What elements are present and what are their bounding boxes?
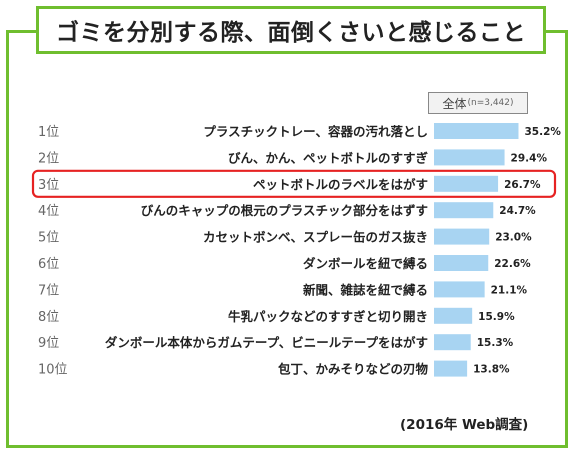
value-label-9: 15.3% <box>477 337 514 349</box>
sample-size: (n=3,442) <box>467 98 514 108</box>
value-label-4: 24.7% <box>499 205 536 217</box>
category-label-3: ペットボトルのラベルをはがす <box>253 177 428 192</box>
category-label-2: びん、かん、ペットボトルのすすぎ <box>228 150 429 165</box>
category-label-9: ダンボール本体からガムテープ、ビニールテープをはがす <box>105 335 428 350</box>
bar-8 <box>434 307 473 324</box>
total-label: 全体 <box>442 96 467 111</box>
rank-label-9: 9位 <box>38 336 59 351</box>
value-label-8: 15.9% <box>478 311 515 323</box>
total-label-box: 全体 (n=3,442) <box>428 92 528 114</box>
rank-label-2: 2位 <box>38 151 59 166</box>
rank-label-3: 3位 <box>38 178 59 193</box>
value-label-7: 21.1% <box>491 284 528 296</box>
category-label-5: カセットボンベ、スプレー缶のガス抜き <box>203 230 428 245</box>
value-label-1: 35.2% <box>524 126 561 138</box>
bar-3 <box>434 175 499 192</box>
category-label-6: ダンボールを紐で縛る <box>303 256 428 271</box>
value-label-2: 29.4% <box>511 152 548 164</box>
bar-9 <box>434 334 471 351</box>
rank-label-7: 7位 <box>38 283 59 298</box>
category-label-8: 牛乳パックなどのすすぎと切り開き <box>228 309 428 324</box>
bar-6 <box>434 255 489 271</box>
bar-5 <box>434 228 490 245</box>
bar-1 <box>434 123 519 139</box>
bar-2 <box>434 149 505 166</box>
value-label-3: 26.7% <box>504 179 541 191</box>
rank-label-6: 6位 <box>38 257 59 272</box>
rank-label-5: 5位 <box>38 231 59 246</box>
rank-label-10: 10位 <box>38 363 68 378</box>
footnote: (2016年 Web調査) <box>400 417 529 433</box>
highlight-box <box>31 169 557 198</box>
value-label-6: 22.6% <box>494 258 531 270</box>
chart-title: ゴミを分別する際、面倒くさいと感じること <box>56 20 526 46</box>
category-label-1: プラスチックトレー、容器の汚れ落とし <box>203 124 428 139</box>
value-label-10: 13.8% <box>473 364 510 376</box>
rank-label-4: 4位 <box>38 204 59 219</box>
rank-label-1: 1位 <box>38 125 59 140</box>
bar-10 <box>434 360 468 377</box>
category-label-7: 新聞、雑誌を紐で縛る <box>303 282 428 297</box>
category-label-10: 包丁、かみそりなどの刃物 <box>277 362 429 377</box>
rank-label-8: 8位 <box>38 310 59 325</box>
value-label-5: 23.0% <box>495 232 532 244</box>
bar-4 <box>434 202 494 219</box>
bar-7 <box>434 281 485 298</box>
category-label-4: びんのキャップの根元のプラスチック部分をはずす <box>141 203 428 218</box>
title-box: ゴミを分別する際、面倒くさいと感じること <box>36 6 546 54</box>
